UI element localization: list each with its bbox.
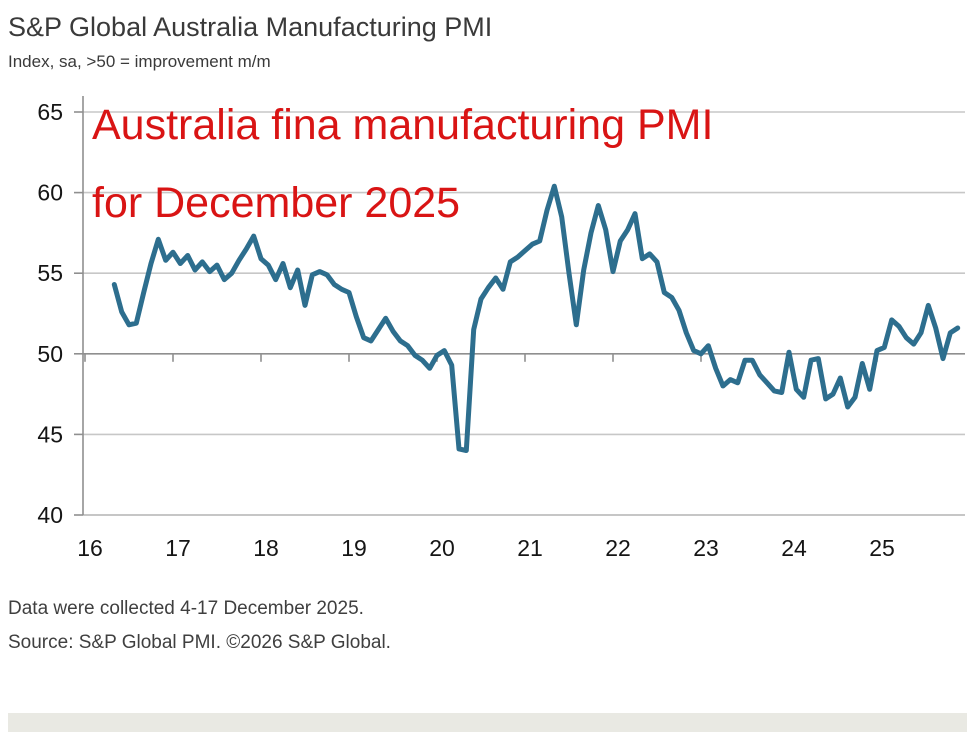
y-tick-label: 65 <box>37 99 63 125</box>
bottom-bar <box>8 713 967 732</box>
x-tick-label: 24 <box>781 535 807 561</box>
y-tick-label: 50 <box>37 341 63 367</box>
x-tick-label: 16 <box>77 535 103 561</box>
x-tick-label: 22 <box>605 535 631 561</box>
y-tick-label: 45 <box>37 421 63 447</box>
pmi-line-chart: 65 60 55 50 45 40 16 17 18 19 20 21 22 23 24 25 <box>37 96 965 561</box>
chart-subtitle: Index, sa, >50 = improvement m/m <box>8 52 271 71</box>
chart-annotation: Australia fina manufacturing PMI for Dec… <box>92 86 713 243</box>
y-tick-label: 55 <box>37 260 63 286</box>
annotation-line-1: Australia fina manufacturing PMI <box>92 101 714 149</box>
y-tick-label: 40 <box>37 502 63 528</box>
x-tick-label: 23 <box>693 535 719 561</box>
data-collection-note: Data were collected 4-17 December 2025. <box>8 598 364 619</box>
x-tick-label: 17 <box>165 535 191 561</box>
annotation-line-2: for December 2025 <box>92 179 461 228</box>
pmi-series-line <box>111 183 961 453</box>
x-tick-label: 18 <box>253 535 279 561</box>
x-tick-label: 25 <box>869 535 895 561</box>
x-tick-label: 19 <box>341 535 367 561</box>
x-tick-label: 20 <box>429 535 455 561</box>
chart-title: S&P Global Australia Manufacturing PMI <box>8 12 493 42</box>
x-tick-label: 21 <box>517 535 543 561</box>
y-tick-label: 60 <box>37 180 63 206</box>
chart-footnotes: Data were collected 4-17 December 2025. … <box>8 592 391 660</box>
chart-header: S&P Global Australia Manufacturing PMI I… <box>8 12 492 72</box>
source-note: Source: S&P Global PMI. ©2026 S&P Global… <box>8 632 391 653</box>
